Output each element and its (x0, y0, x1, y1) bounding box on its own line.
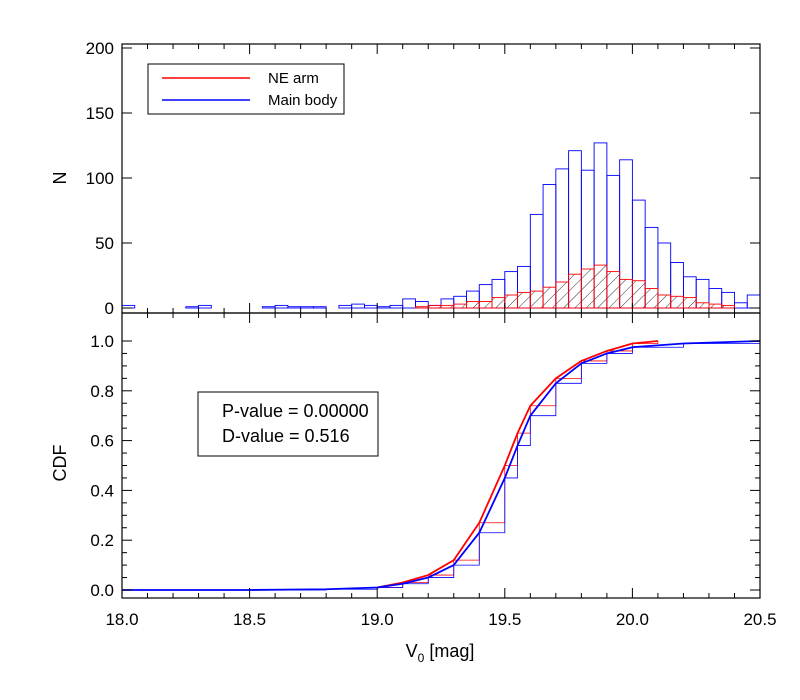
cdf-x-tick-label: 18.5 (233, 610, 266, 629)
histogram-bar-ne-arm (440, 304, 455, 309)
histogram-bar-main-body (389, 304, 404, 309)
histogram-bar-main-body (746, 294, 760, 309)
histogram-y-tick-label: 100 (86, 169, 114, 188)
histogram-bar-ne-arm (478, 301, 493, 309)
stats-box-frame (197, 391, 379, 457)
histogram-bar-ne-arm (517, 291, 531, 309)
histogram-bar-main-body (338, 304, 353, 309)
histogram-y-tick-label: 150 (86, 104, 114, 123)
cdf-y-tick-label: 0.2 (90, 531, 114, 550)
cdf-lines (122, 340, 760, 591)
histogram-bar-ne-arm (695, 302, 710, 309)
histogram-bar-ne-arm (631, 280, 646, 309)
cdf-x-tick-label: 20.5 (743, 610, 776, 629)
cdf-frame (121, 312, 761, 599)
cdf-x-tick-label: 18.0 (105, 610, 138, 629)
histogram-bar-ne-arm (568, 273, 582, 309)
histogram-bar-ne-arm (415, 306, 429, 309)
histogram-panel: 0 50 100 150 200 N NE arm Main body (50, 39, 761, 318)
histogram-bar-ne-arm (682, 297, 697, 309)
histogram-bar-main-body (300, 306, 314, 309)
cdf-y-axis-label: CDF (50, 445, 70, 482)
histogram-bar-main-body (312, 306, 327, 309)
histogram-bar-ne-arm (453, 303, 467, 309)
legend: NE arm Main body (147, 63, 345, 115)
histogram-bar-main-body (261, 306, 276, 309)
histogram-bar-ne-arm (593, 264, 608, 309)
cdf-step-main-body (122, 341, 760, 591)
histogram-bar-main-body (185, 306, 200, 309)
cdf-x-tick-label: 19.5 (488, 610, 521, 629)
histogram-bar-main-body (402, 298, 416, 309)
cdf-y-tick-label: 0.8 (90, 382, 114, 401)
histogram-bars (122, 142, 760, 309)
histogram-bar-main-body (198, 304, 212, 309)
histogram-bar-ne-arm (542, 286, 557, 309)
stats-box: P-value = 0.00000 D-value = 0.516 (197, 391, 379, 457)
histogram-y-tick-label: 200 (86, 39, 114, 58)
histogram-bar-ne-arm (606, 271, 621, 309)
histogram-bar-main-body (734, 302, 748, 309)
histogram-y-axis-label: N (50, 172, 70, 185)
cdf-y-tick-label: 0.4 (90, 481, 114, 500)
d-value-text: D-value = 0.516 (222, 426, 350, 446)
histogram-bar-ne-arm (466, 301, 480, 309)
histogram-bar-ne-arm (427, 304, 442, 309)
cdf-y-tick-label: 0.0 (90, 581, 114, 600)
cdf-line-main-body (122, 340, 760, 591)
histogram-bar-main-body (351, 303, 365, 309)
x-label-unit: [mag] (424, 641, 474, 661)
histogram-bar-ne-arm (670, 295, 684, 309)
legend-label-ne-arm: NE arm (268, 70, 319, 87)
histogram-bar-ne-arm (619, 278, 633, 309)
histogram-bar-main-body (363, 304, 378, 309)
x-label-subscript: 0 (418, 651, 425, 665)
histogram-bar-ne-arm (555, 281, 570, 309)
histogram-bar-ne-arm (657, 294, 672, 309)
cdf-x-tick-label: 20.0 (616, 610, 649, 629)
histogram-y-tick-label: 0 (105, 299, 114, 318)
p-value-text: P-value = 0.00000 (222, 401, 369, 421)
histogram-bar-main-body (376, 306, 391, 309)
cdf-x-ticks: 18.0 18.5 19.0 19.5 20.0 20.5 (105, 313, 777, 629)
cdf-y-tick-label: 0.6 (90, 432, 114, 451)
histogram-bar-ne-arm (721, 304, 735, 309)
legend-box (147, 63, 345, 115)
histogram-bar-ne-arm (580, 268, 595, 309)
histogram-bar-ne-arm (491, 297, 506, 309)
cdf-y-ticks: 0.0 0.2 0.4 0.6 0.8 1.0 (90, 332, 760, 600)
histogram-bar-ne-arm (504, 294, 519, 309)
legend-label-main-body: Main body (268, 92, 338, 109)
histogram-y-ticks: 0 50 100 150 200 (86, 39, 760, 318)
histogram-bar-ne-arm (644, 288, 659, 309)
cdf-line-ne-arm (377, 340, 659, 589)
histogram-bar-main-body (287, 306, 302, 309)
cdf-x-axis-label: V0 [mag] (406, 641, 475, 665)
x-label-main: V (406, 641, 418, 661)
histogram-bar-ne-arm (708, 303, 723, 309)
cdf-y-tick-label: 1.0 (90, 332, 114, 351)
histogram-y-tick-label: 50 (95, 234, 114, 253)
histogram-bar-ne-arm (529, 290, 544, 309)
cdf-panel: 0.0 0.2 0.4 0.6 0.8 1.0 18.0 18.5 19.0 19.5 20.0 2… (50, 312, 777, 665)
histogram-bar-main-body (274, 304, 289, 309)
cdf-x-tick-label: 19.0 (361, 610, 394, 629)
